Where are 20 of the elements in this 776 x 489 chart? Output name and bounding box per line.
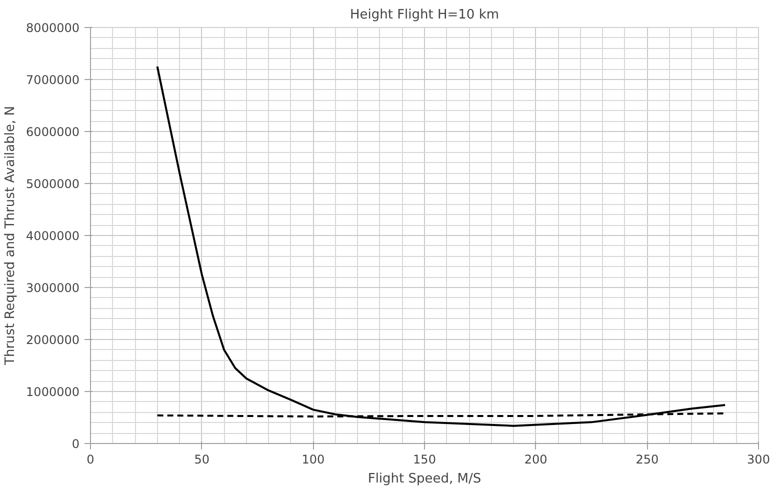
- x-tick-label: 50: [194, 452, 210, 466]
- x-tick-label: 150: [413, 452, 436, 466]
- x-axis-title: Flight Speed, M/S: [368, 472, 482, 486]
- x-tick-label: 200: [524, 452, 548, 466]
- y-tick-label: 0: [72, 437, 80, 451]
- y-tick-label: 7000000: [26, 73, 80, 87]
- y-tick-label: 3000000: [26, 281, 80, 295]
- y-tick-label: 5000000: [26, 177, 80, 191]
- y-tick-label: 1000000: [26, 385, 80, 399]
- x-tick-label: 300: [747, 452, 770, 466]
- y-tick-label: 4000000: [26, 229, 80, 243]
- line-series: [156, 66, 726, 427]
- chart-title: Height Flight H=10 km: [350, 8, 500, 22]
- x-tick-label: 100: [302, 452, 325, 466]
- y-tick-label: 2000000: [26, 333, 80, 347]
- x-tick-label: 0: [86, 452, 94, 466]
- y-tick-label: 8000000: [26, 21, 80, 35]
- y-tick-label: 6000000: [26, 125, 80, 139]
- y-axis-title: Thrust Required and Thrust Available, N: [3, 106, 18, 366]
- x-tick-label: 250: [636, 452, 659, 466]
